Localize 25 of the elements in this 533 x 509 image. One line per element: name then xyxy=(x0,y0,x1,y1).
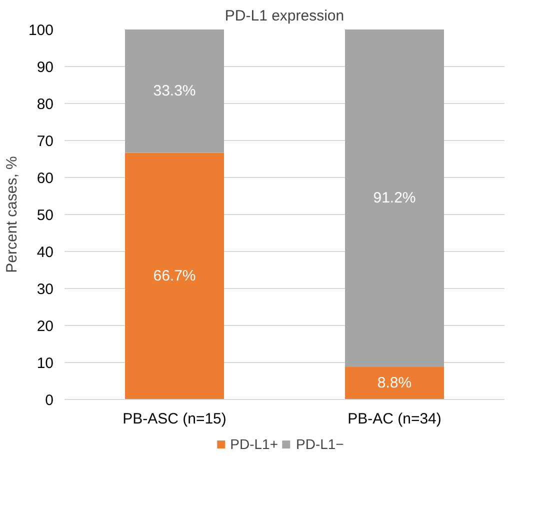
y-tick-label: 80 xyxy=(36,96,54,113)
data-label: 91.2% xyxy=(373,190,416,207)
y-axis-title: Percent cases, % xyxy=(3,156,20,273)
bar xyxy=(125,152,224,400)
bar xyxy=(345,366,444,400)
y-tick-label: 50 xyxy=(36,207,54,224)
x-tick-label: PB-AC (n=34) xyxy=(348,410,442,428)
data-label: 8.8% xyxy=(377,374,412,392)
y-tick-label: 70 xyxy=(36,133,54,150)
y-tick-label: 100 xyxy=(28,22,54,39)
y-tick-label: 30 xyxy=(36,281,54,298)
legend-label: PD-L1− xyxy=(296,436,344,452)
bar xyxy=(125,30,224,153)
y-tick-label: 60 xyxy=(36,170,54,187)
data-label: 33.3% xyxy=(153,82,196,100)
y-tick-label: 10 xyxy=(36,355,54,372)
legend-label: PD-L1+ xyxy=(230,436,278,452)
x-tick-label: PB-ASC (n=15) xyxy=(122,410,226,428)
y-tick-label: 20 xyxy=(36,318,54,335)
y-tick-label: 90 xyxy=(36,59,54,76)
y-tick-label: 40 xyxy=(36,244,54,261)
chart-title: PD-L1 expression xyxy=(224,8,344,24)
y-tick-label: 0 xyxy=(45,392,54,409)
data-label: 66.7% xyxy=(153,268,196,285)
bar xyxy=(345,30,444,367)
